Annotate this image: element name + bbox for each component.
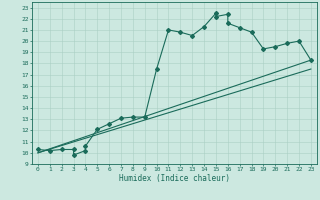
X-axis label: Humidex (Indice chaleur): Humidex (Indice chaleur) <box>119 174 230 183</box>
